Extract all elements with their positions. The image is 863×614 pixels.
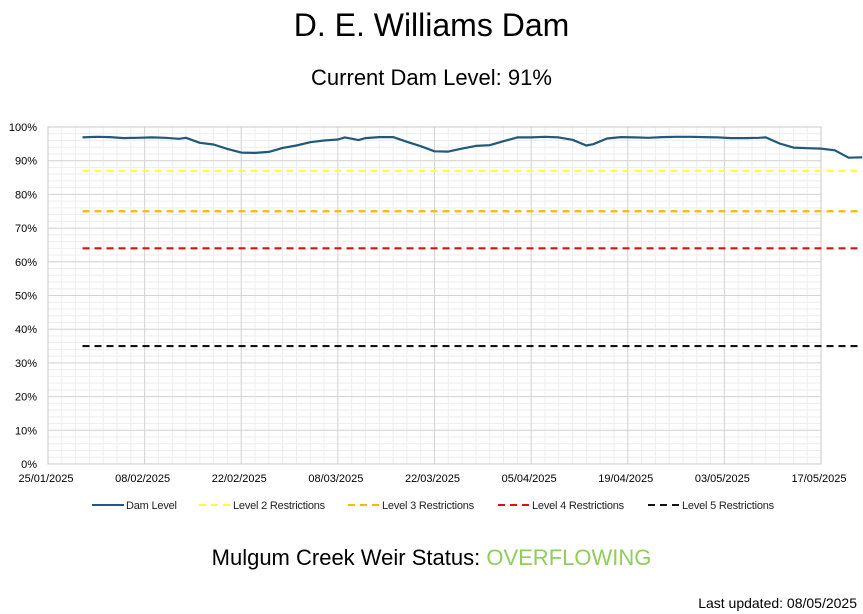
y-tick-label: 50% [15,291,37,303]
y-axis-ticks: 0% 10% 20% 30% 40% 50% 60% 70% 80% 90% 100% [9,122,37,471]
legend: Dam Level Level 2 Restrictions Level 3 Res… [92,500,775,512]
x-tick-label: 05/04/2025 [502,473,557,485]
page-title: D. E. Williams Dam [293,7,570,43]
level-5-restrictions-legend-label: Level 5 Restrictions [682,500,775,512]
x-tick-label: 19/04/2025 [598,473,653,485]
y-tick-label: 100% [9,122,37,134]
current-dam-level: Current Dam Level: 91% [311,65,552,90]
y-tick-label: 30% [15,358,37,370]
x-tick-label: 17/05/2025 [791,473,846,485]
x-tick-label: 08/03/2025 [308,473,363,485]
y-tick-label: 70% [15,223,37,235]
last-updated: Last updated: 08/05/2025 [698,595,857,611]
x-tick-label: 22/03/2025 [405,473,460,485]
weir-status-line: Mulgum Creek Weir Status: OVERFLOWING [0,544,863,572]
dam-level-line [82,135,863,159]
x-tick-label: 08/02/2025 [115,473,170,485]
x-tick-label: 03/05/2025 [695,473,750,485]
series-layer [82,135,863,348]
y-tick-label: 10% [15,425,37,437]
plot-frame [47,126,822,465]
weir-status-value: OVERFLOWING [486,545,652,570]
y-tick-label: 20% [15,392,37,404]
y-tick-label: 60% [15,257,37,269]
x-tick-label: 22/02/2025 [212,473,267,485]
y-tick-label: 80% [15,189,37,201]
x-axis-ticks: 25/01/2025 08/02/2025 22/02/2025 08/03/2025… [18,473,846,485]
dam-level-legend-label: Dam Level [126,500,177,512]
major-grid [47,126,822,465]
dam-level-chart: 0% 10% 20% 30% 40% 50% 60% 70% 80% 90% 100% 25/01/… [9,122,863,512]
level-4-restrictions-legend-label: Level 4 Restrictions [532,500,625,512]
level-2-restrictions-legend-label: Level 2 Restrictions [233,500,326,512]
y-tick-label: 90% [15,156,37,168]
y-tick-label: 0% [21,459,37,471]
level-3-restrictions-legend-label: Level 3 Restrictions [382,500,475,512]
y-tick-label: 40% [15,324,37,336]
weir-status-label: Mulgum Creek Weir Status: [211,545,481,570]
x-tick-label: 25/01/2025 [18,473,73,485]
